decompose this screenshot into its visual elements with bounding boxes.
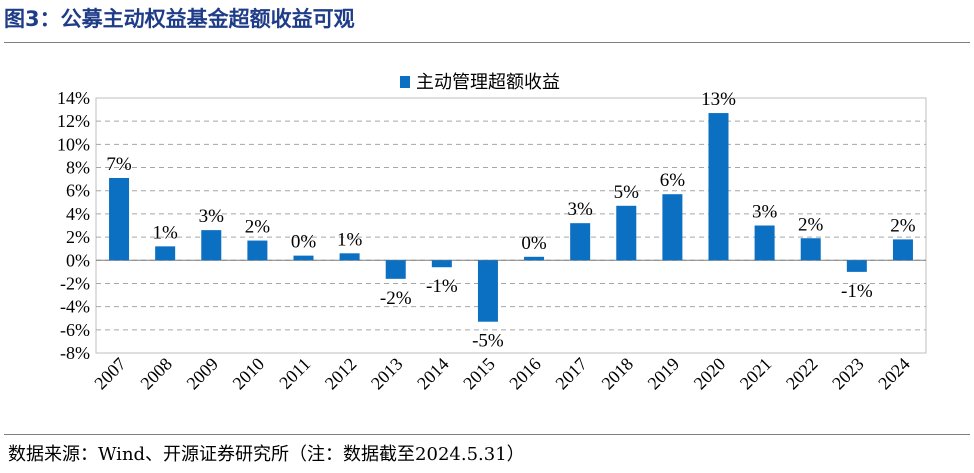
x-tick-label-2013: 2013 <box>367 354 407 394</box>
y-tick-label: -8% <box>60 343 90 363</box>
x-tick-label-2019: 2019 <box>644 354 684 394</box>
data-label-2014: -1% <box>426 276 458 297</box>
y-tick-label: 8% <box>66 158 90 178</box>
data-label-2011: 0% <box>291 232 317 253</box>
x-tick-label-2018: 2018 <box>598 354 638 394</box>
y-tick-label: 12% <box>57 111 90 131</box>
figure-title: 图3：公募主动权益基金超额收益可观 <box>4 7 355 31</box>
y-tick-label: -2% <box>60 273 90 293</box>
bar-2013 <box>385 260 406 279</box>
bar-2024 <box>892 239 913 261</box>
bar-2017 <box>570 223 591 261</box>
x-tick-label-2009: 2009 <box>183 354 223 394</box>
y-tick-label: 10% <box>57 134 90 154</box>
data-label-2018: 5% <box>614 182 640 203</box>
title-divider <box>4 42 970 43</box>
data-label-2010: 2% <box>245 217 271 238</box>
data-label-2019: 6% <box>660 170 686 191</box>
bar-2015 <box>477 260 498 322</box>
data-label-2008: 1% <box>153 222 179 243</box>
source-note: 数据来源：Wind、开源证券研究所（注：数据截至2024.5.31） <box>8 444 525 465</box>
bar-2011 <box>293 255 314 261</box>
bar-2021 <box>754 225 775 261</box>
bar-2020 <box>708 113 729 261</box>
plot-frame <box>95 97 927 354</box>
x-tick-label-2024: 2024 <box>874 354 914 394</box>
bar-2007 <box>109 177 130 261</box>
x-tick-label-2012: 2012 <box>321 354 361 394</box>
data-label-2022: 2% <box>798 214 824 235</box>
bar-2014 <box>431 260 452 268</box>
bar-2018 <box>616 205 637 261</box>
x-tick-label-2021: 2021 <box>736 354 776 394</box>
bar-2016 <box>524 256 545 261</box>
source-divider <box>4 434 970 435</box>
bar-2023 <box>846 260 867 272</box>
data-label-2016: 0% <box>521 233 547 254</box>
data-label-2007: 7% <box>106 154 132 175</box>
y-tick-label: 6% <box>66 181 90 201</box>
x-tick-label-2016: 2016 <box>505 354 545 394</box>
data-label-2017: 3% <box>568 199 594 220</box>
x-tick-label-2014: 2014 <box>413 354 453 394</box>
y-tick-label: -4% <box>60 297 90 317</box>
data-label-2013: -2% <box>380 288 412 309</box>
y-tick-label: 0% <box>66 250 90 270</box>
x-tick-label-2011: 2011 <box>275 354 314 393</box>
data-label-2009: 3% <box>199 206 225 227</box>
x-tick-label-2015: 2015 <box>459 354 499 394</box>
bar-2008 <box>155 246 176 261</box>
y-tick-label: 2% <box>66 227 90 247</box>
data-label-2024: 2% <box>890 215 916 236</box>
x-tick-label-2020: 2020 <box>690 354 730 394</box>
bar-2012 <box>339 253 360 261</box>
data-label-2012: 1% <box>337 229 363 250</box>
legend-label: 主动管理超额收益 <box>416 72 560 93</box>
data-label-2020: 13% <box>701 89 736 110</box>
bar-2022 <box>800 238 821 261</box>
x-tick-label-2010: 2010 <box>229 354 269 394</box>
x-tick-label-2023: 2023 <box>828 354 868 394</box>
data-label-2023: -1% <box>841 281 873 302</box>
y-tick-label: 4% <box>66 204 90 224</box>
x-tick-label-2008: 2008 <box>136 354 176 394</box>
y-tick-label: -6% <box>60 320 90 340</box>
y-tick-label: 14% <box>57 88 90 108</box>
bar-2010 <box>247 240 268 261</box>
bar-2019 <box>662 194 683 261</box>
legend-swatch <box>400 76 410 88</box>
bar-chart: -8% -6% -4% -2% 0% 2% 4% 6% 8% 10% 12% 14% 7% 2007 1% 2… <box>57 72 927 394</box>
x-tick-label-2007: 2007 <box>90 354 130 394</box>
data-label-2015: -5% <box>472 331 504 352</box>
data-label-2021: 3% <box>752 202 778 223</box>
x-tick-label-2017: 2017 <box>551 354 591 394</box>
bar-2009 <box>201 230 222 261</box>
x-tick-label-2022: 2022 <box>782 354 822 394</box>
